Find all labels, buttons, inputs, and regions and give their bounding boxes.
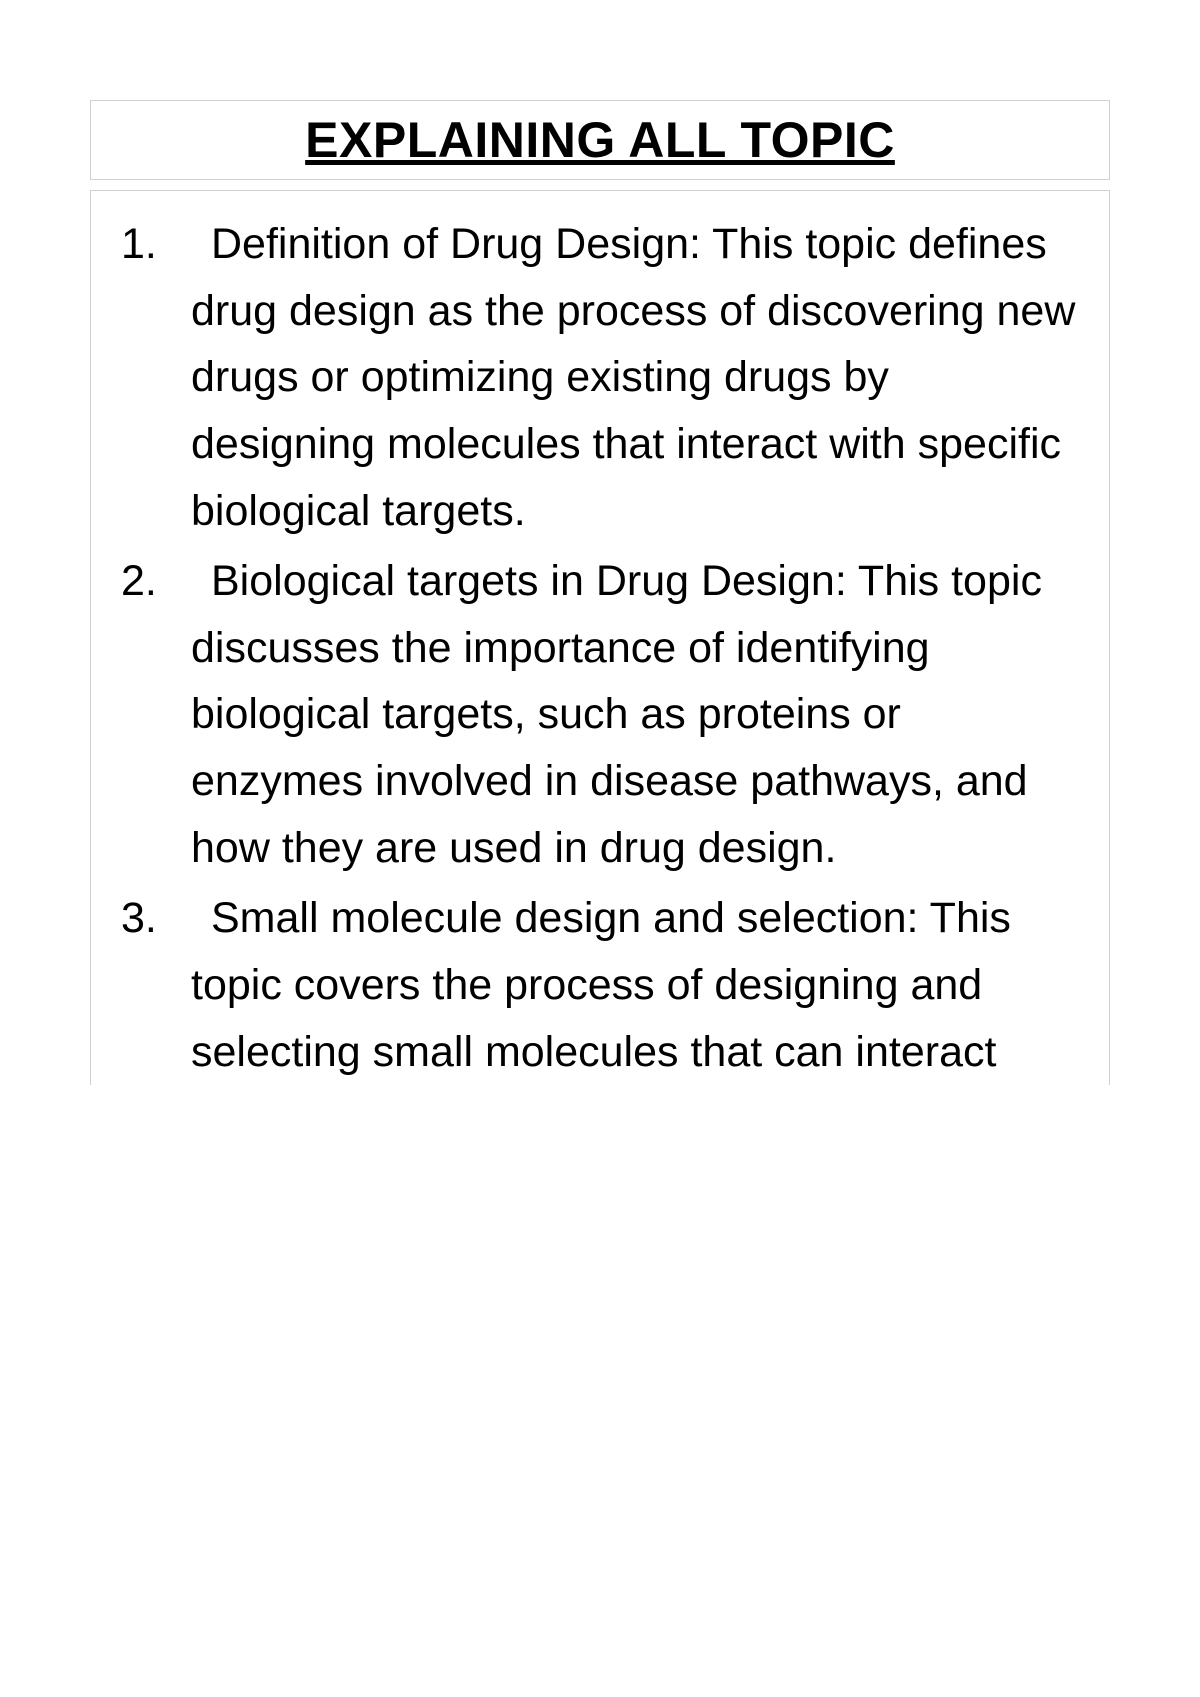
list-item: Small molecule design and selection: Thi… (121, 885, 1079, 1085)
title-container: EXPLAINING ALL TOPIC (90, 100, 1110, 180)
content-container: Definition of Drug Design: This topic de… (90, 190, 1110, 1085)
list-item: Definition of Drug Design: This topic de… (121, 211, 1079, 544)
page-title: EXPLAINING ALL TOPIC (111, 111, 1089, 169)
list-item: Biological targets in Drug Design: This … (121, 548, 1079, 881)
topic-list: Definition of Drug Design: This topic de… (121, 211, 1079, 1085)
